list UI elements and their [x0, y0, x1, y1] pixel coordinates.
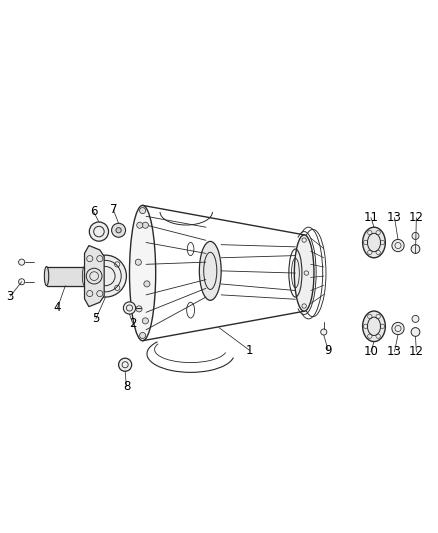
Text: 4: 4: [54, 302, 61, 314]
Circle shape: [136, 306, 142, 312]
Ellipse shape: [363, 311, 385, 342]
Ellipse shape: [199, 241, 221, 300]
Circle shape: [18, 279, 25, 285]
Circle shape: [140, 333, 146, 338]
Circle shape: [321, 329, 327, 335]
Circle shape: [137, 222, 143, 228]
Circle shape: [135, 259, 141, 265]
Circle shape: [18, 259, 25, 265]
Circle shape: [116, 228, 121, 233]
Text: 1: 1: [246, 344, 253, 357]
Circle shape: [112, 223, 126, 237]
Text: 12: 12: [409, 345, 424, 358]
Ellipse shape: [363, 227, 385, 258]
Ellipse shape: [44, 266, 49, 286]
Text: 11: 11: [364, 211, 378, 224]
Polygon shape: [85, 246, 104, 306]
Text: 2: 2: [129, 317, 136, 330]
Circle shape: [392, 239, 404, 252]
Circle shape: [89, 222, 109, 241]
Circle shape: [411, 245, 420, 253]
Text: 13: 13: [387, 345, 402, 358]
Text: 3: 3: [7, 290, 14, 303]
Circle shape: [140, 207, 146, 214]
Ellipse shape: [130, 205, 155, 341]
Circle shape: [119, 358, 132, 372]
Text: 9: 9: [325, 344, 332, 357]
Circle shape: [412, 232, 419, 239]
Circle shape: [411, 328, 420, 336]
Circle shape: [392, 322, 404, 335]
Circle shape: [144, 281, 150, 287]
Text: 10: 10: [364, 345, 378, 358]
Text: 13: 13: [387, 211, 402, 224]
Circle shape: [412, 316, 419, 322]
Text: 6: 6: [90, 205, 97, 219]
Circle shape: [142, 222, 148, 228]
Text: 5: 5: [92, 312, 99, 325]
Text: 8: 8: [123, 380, 130, 393]
Text: 12: 12: [409, 211, 424, 224]
Text: 7: 7: [110, 203, 117, 216]
Circle shape: [124, 302, 136, 314]
Circle shape: [142, 318, 148, 324]
Ellipse shape: [294, 235, 314, 311]
Circle shape: [85, 255, 127, 297]
